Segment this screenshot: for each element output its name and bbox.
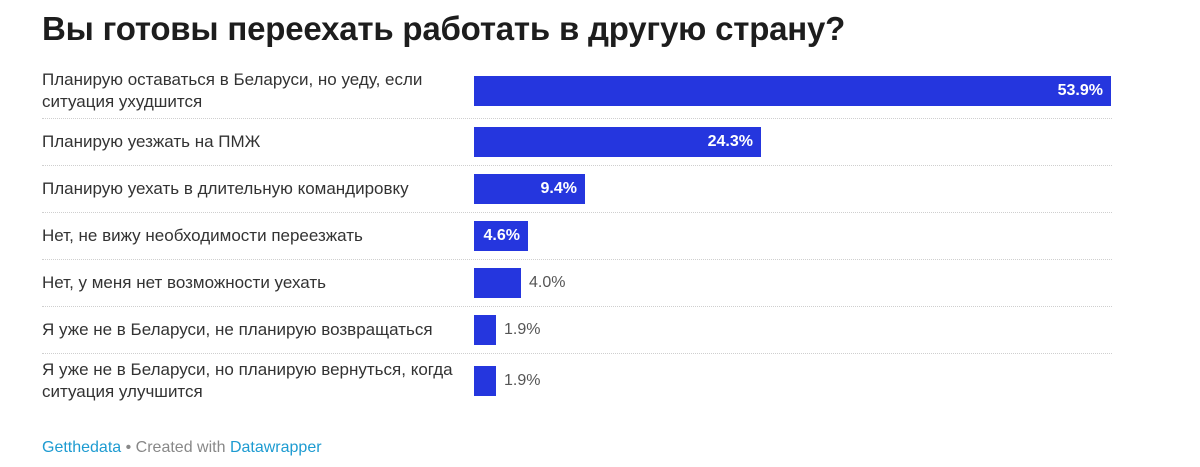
row-divider — [42, 306, 1112, 307]
bar-row: Я уже не в Беларуси, но планирую вернуть… — [42, 353, 1112, 409]
chart-footer: Getthedata • Created with Datawrapper — [42, 439, 322, 457]
value-label: 53.9% — [1057, 82, 1103, 99]
category-label: Планирую оставаться в Беларуси, но уеду,… — [42, 70, 423, 111]
bar — [474, 366, 496, 396]
row-divider — [42, 165, 1112, 166]
category-label: Я уже не в Беларуси, не планирую возвращ… — [42, 320, 433, 339]
value-label: 9.4% — [540, 180, 577, 197]
bar-chart: Планирую оставаться в Беларуси, но уеду,… — [42, 64, 1122, 424]
row-divider — [42, 212, 1112, 213]
datawrapper-link[interactable]: Datawrapper — [229, 439, 322, 456]
bar-row: Планирую уехать в длительную командировк… — [42, 165, 1112, 212]
bar-row: Нет, не вижу необходимости переезжать 4.6… — [42, 212, 1112, 259]
bar — [474, 174, 585, 204]
bar-row: Планирую оставаться в Беларуси, но уеду,… — [42, 64, 1112, 118]
bar — [474, 315, 496, 345]
value-label: 1.9% — [504, 372, 541, 389]
row-divider — [42, 259, 1112, 260]
source-link[interactable]: Getthedata — [42, 439, 122, 456]
category-label: Я уже не в Беларуси, но планирую вернуть… — [42, 360, 453, 401]
bar-row: Планирую уезжать на ПМЖ 24.3% — [42, 118, 1112, 165]
bar-row: Нет, у меня нет возможности уехать 4.0% — [42, 259, 1112, 306]
category-label: Нет, не вижу необходимости переезжать — [42, 226, 363, 245]
bar — [474, 221, 528, 251]
chart-title: Вы готовы переехать работать в другую ст… — [42, 10, 846, 47]
bar — [474, 127, 761, 157]
value-label: 4.0% — [529, 274, 566, 291]
bar — [474, 268, 521, 298]
bar-row: Я уже не в Беларуси, не планирую возвращ… — [42, 306, 1112, 353]
row-divider — [42, 353, 1112, 354]
category-label: Планирую уехать в длительную командировк… — [42, 179, 409, 198]
category-label: Планирую уезжать на ПМЖ — [42, 132, 261, 151]
value-label: 1.9% — [504, 321, 541, 338]
category-label: Нет, у меня нет возможности уехать — [42, 273, 326, 292]
bar — [474, 76, 1111, 106]
row-divider — [42, 118, 1112, 119]
value-label: 24.3% — [707, 133, 753, 150]
footer-separator: • Created with — [121, 439, 230, 456]
value-label: 4.6% — [483, 227, 520, 244]
